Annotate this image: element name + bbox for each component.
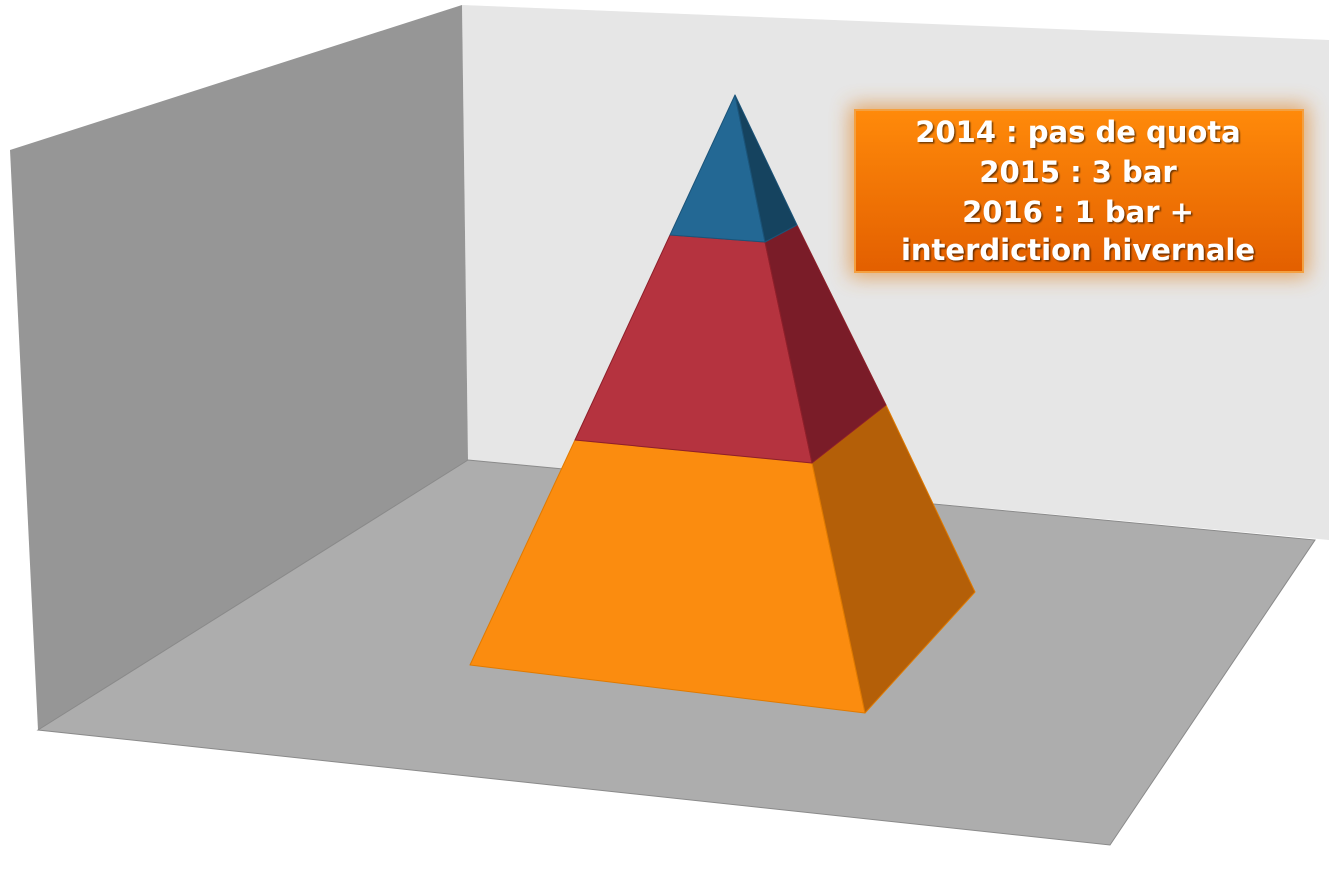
annotation-box xyxy=(854,109,1304,273)
annotation-line: 2016 : 1 bar + xyxy=(962,195,1194,229)
annotation-line: interdiction hivernale xyxy=(901,233,1255,267)
annotation-line: 2015 : 3 bar xyxy=(979,155,1177,189)
pyramid xyxy=(469,94,976,714)
segment-top-side xyxy=(734,94,798,243)
left-wall xyxy=(10,5,468,730)
annotation-line: 2014 : pas de quota xyxy=(915,115,1240,149)
annotation: 2014 : pas de quota 2015 : 3 bar 2016 : … xyxy=(850,105,1308,277)
